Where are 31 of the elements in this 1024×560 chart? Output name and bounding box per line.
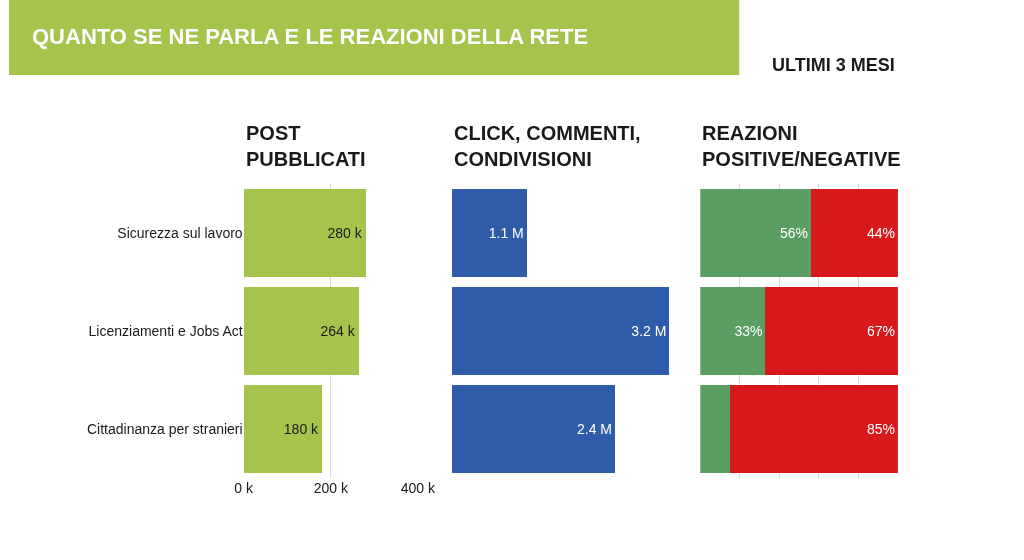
data-label: 180 k <box>283 421 320 437</box>
data-label: 85% <box>866 421 895 437</box>
chart-title: POST PUBBLICATI <box>246 122 366 170</box>
bar <box>700 384 730 474</box>
bar <box>243 384 323 474</box>
x-tick-label: 0 k <box>234 480 254 496</box>
data-label: 44% <box>866 225 895 241</box>
data-label: 280 k <box>327 225 363 241</box>
data-label: 3.2 M <box>631 323 667 339</box>
data-label: 264 k <box>320 323 356 339</box>
bar <box>810 188 898 278</box>
bar <box>700 188 811 278</box>
y-tick-label: Cittadinanza per stranieri <box>87 420 243 437</box>
data-label: 56% <box>779 225 808 241</box>
bar <box>243 188 366 278</box>
bar <box>765 286 898 376</box>
text: QUANTO SE NE PARLA E LE REAZIONI DELLA RETE <box>32 24 589 49</box>
bar <box>700 286 766 376</box>
x-tick-label: 200 k <box>313 480 349 496</box>
chart-title: REAZIONI POSITIVE/NEGATIVE <box>702 122 901 170</box>
data-label: 67% <box>866 323 895 339</box>
text: ULTIMI 3 MESI <box>772 55 895 75</box>
y-tick-label: Licenziamenti e Jobs Act <box>88 322 243 339</box>
bar <box>729 384 898 474</box>
data-label: 2.4 M <box>577 421 613 437</box>
data-label: 1.1 M <box>488 225 524 241</box>
bar <box>243 286 359 376</box>
x-tick-label: 400 k <box>400 480 437 496</box>
y-tick-label: Sicurezza sul lavoro <box>117 224 243 241</box>
chart-title: CLICK, COMMENTI, CONDIVISIONI <box>454 122 641 170</box>
data-label: 33% <box>734 323 763 339</box>
